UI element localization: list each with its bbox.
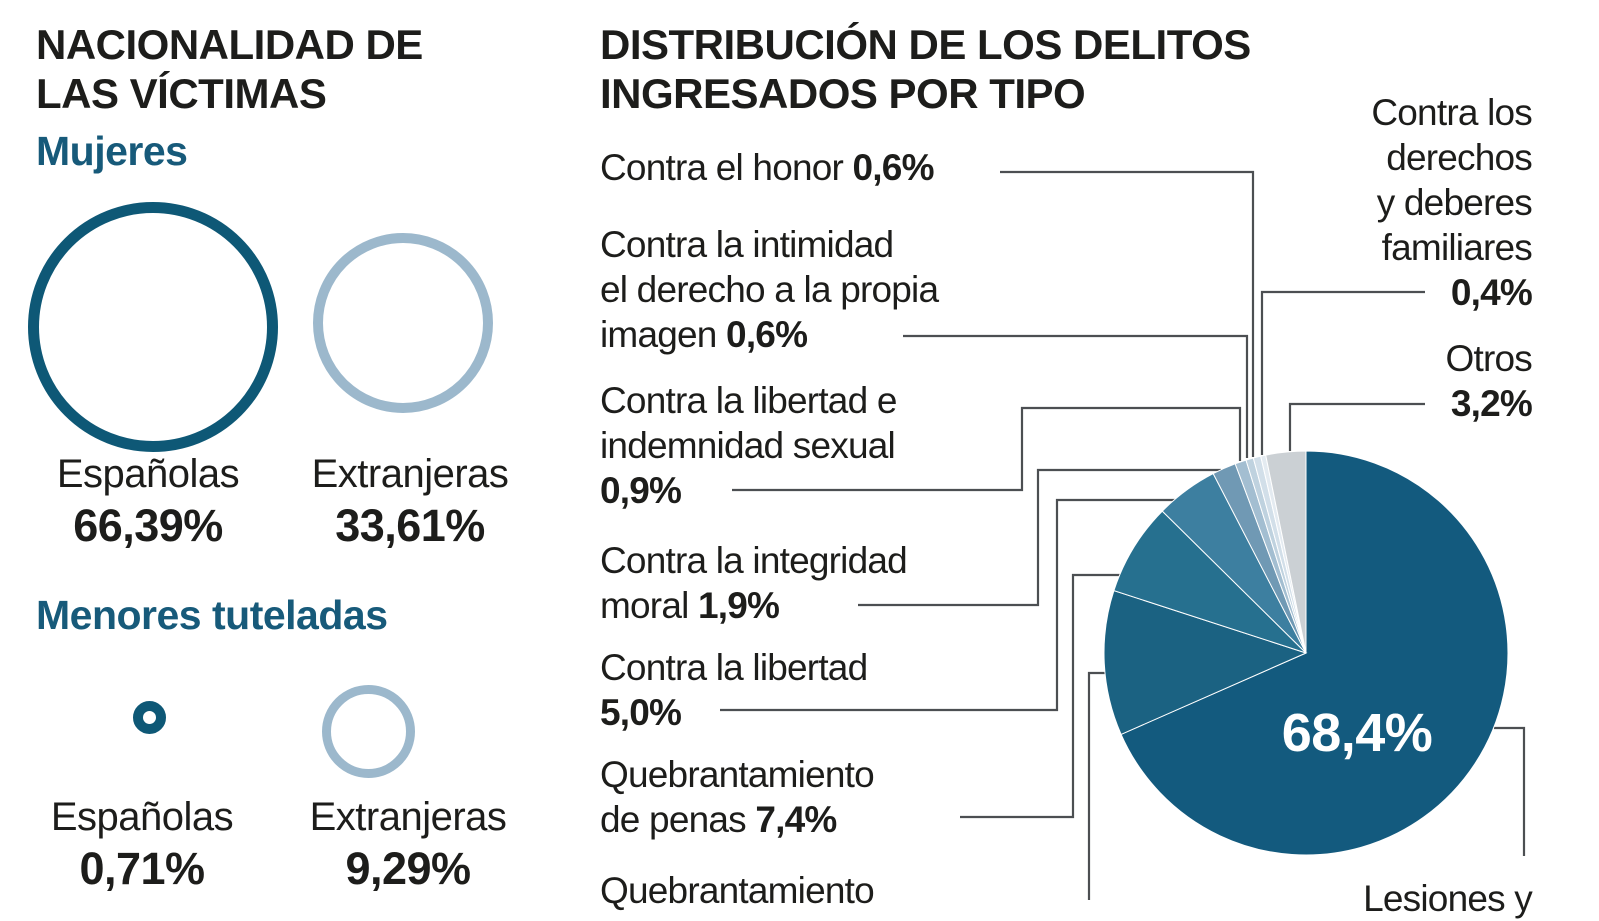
leader-line-honor (1000, 170, 1255, 457)
pie-label-penas: Quebrantamiento de penas 7,4% (600, 754, 875, 840)
pie-slice-9 (1265, 450, 1307, 654)
pie-label-derechos: Contra los derechos y deberes familiares… (1371, 92, 1532, 313)
espanolas-mujeres-circle (28, 202, 278, 452)
leader-line-penas (960, 573, 1121, 819)
label-extranjeras-mujeres: Extranjeras (311, 452, 509, 496)
leader-line-integridad (858, 468, 1221, 607)
value-espanolas-mujeres: 66,39% (73, 500, 223, 551)
leader-line-libertad (720, 498, 1175, 712)
label-espanolas-menores: Españolas (50, 795, 234, 839)
leader-line-quebrantamiento2 (1087, 671, 1106, 900)
right-section-title: DISTRIBUCIÓN DE LOS DELITOS INGRESADOS P… (600, 20, 1251, 118)
pie-chart (1103, 450, 1509, 856)
right-title-line2: INGRESADOS POR TIPO (600, 70, 1086, 117)
pie-label-libertad: Contra la libertad 5,0% (600, 647, 868, 733)
leader-line-intimidad (903, 334, 1249, 458)
leader-line-otros (1288, 402, 1425, 451)
leader-line-sexual (732, 406, 1242, 492)
value-espanolas-menores: 0,71% (79, 843, 205, 894)
pie-slice-1 (1103, 589, 1308, 736)
pie-label-honor: Contra el honor 0,6% (600, 147, 934, 188)
heading-mujeres: Mujeres (36, 128, 188, 174)
pie-slice-0 (1120, 450, 1509, 856)
heading-menores-tuteladas: Menores tuteladas (36, 592, 388, 638)
pie-main-slice-value: 68,4% (1281, 703, 1433, 763)
infographic-canvas: { "left_section": { "title_lines": ["NAC… (28, 20, 1533, 919)
leader-line-derechos (1260, 290, 1425, 455)
label-espanolas-mujeres: Españolas (56, 452, 240, 496)
label-extranjeras-menores: Extranjeras (309, 795, 507, 839)
extranjeras-menores-circle (322, 685, 415, 778)
right-title-line1: DISTRIBUCIÓN DE LOS DELITOS (600, 21, 1251, 68)
left-title-line1: NACIONALIDAD DE (36, 21, 423, 68)
value-extranjeras-mujeres: 33,61% (335, 500, 485, 551)
value-extranjeras-menores: 9,29% (345, 843, 471, 894)
pie-label-integridad: Contra la integridad moral 1,9% (600, 540, 908, 626)
leader-line-lesiones (1494, 726, 1526, 856)
pie-label-sexual: Contra la libertad e indemnidad sexual 0… (600, 380, 897, 511)
pie-label-intimidad: Contra la intimidad el derecho a la prop… (600, 224, 939, 355)
pie-label-lesiones: Lesiones y (1363, 878, 1533, 919)
left-title-line2: LAS VÍCTIMAS (36, 70, 327, 117)
chart-svg-layer (720, 170, 1526, 900)
left-section-title: NACIONALIDAD DE LAS VÍCTIMAS (36, 20, 423, 118)
extranjeras-mujeres-circle (313, 233, 493, 413)
pie-label-quebrantamiento2: Quebrantamiento (600, 870, 875, 911)
pie-label-otros: Otros 3,2% (1445, 338, 1533, 424)
espanolas-menores-circle (133, 701, 166, 734)
leader-lines (720, 170, 1526, 900)
